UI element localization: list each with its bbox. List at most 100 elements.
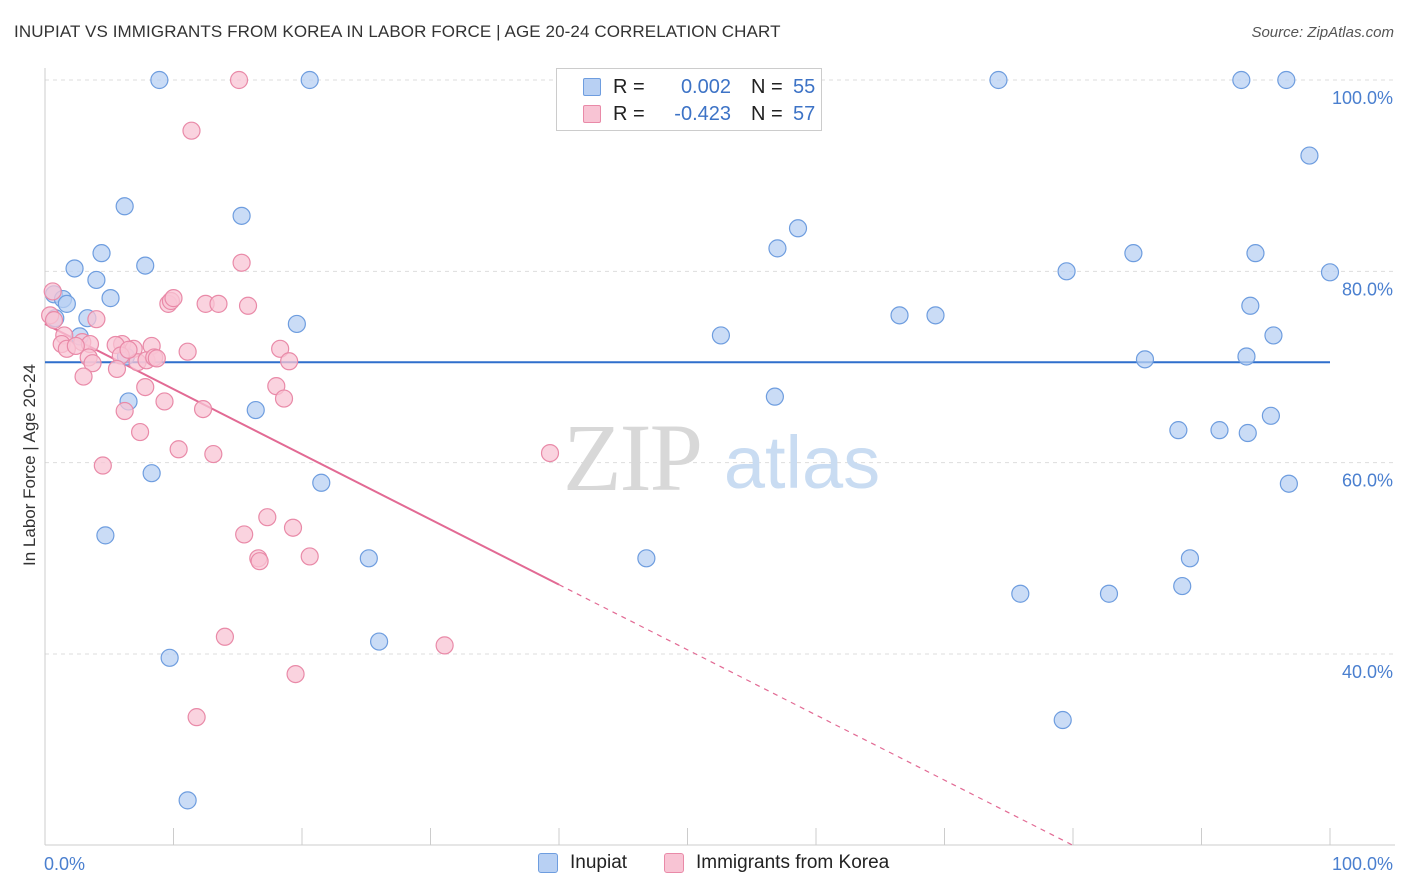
point-korea — [540, 444, 560, 463]
point-inupiat — [57, 294, 76, 313]
point-korea — [169, 440, 188, 459]
point-korea — [274, 389, 294, 408]
point-korea — [66, 336, 85, 356]
point-korea — [187, 708, 206, 727]
point-inupiat — [1124, 244, 1143, 263]
point-korea — [182, 121, 201, 140]
point-inupiat — [1053, 710, 1072, 730]
point-korea — [238, 296, 258, 315]
watermark-zip: ZIP — [563, 404, 701, 511]
legend-n-value: 57 — [793, 102, 816, 125]
point-inupiat — [1135, 350, 1155, 369]
point-inupiat — [142, 464, 161, 483]
point-korea — [164, 289, 183, 308]
point-inupiat — [926, 306, 945, 325]
point-inupiat — [287, 314, 306, 334]
point-inupiat — [232, 206, 251, 225]
point-korea — [286, 664, 305, 684]
point-inupiat — [989, 70, 1008, 90]
legend: R = 0.002 N = 55 R = -0.423 N = 57 — [556, 68, 822, 131]
point-inupiat — [1237, 347, 1256, 366]
point-korea — [87, 310, 106, 329]
point-inupiat — [65, 259, 84, 278]
point-inupiat — [1246, 244, 1265, 263]
point-inupiat — [1241, 296, 1260, 315]
point-inupiat — [150, 70, 169, 90]
point-inupiat — [788, 219, 808, 238]
point-inupiat — [1099, 584, 1119, 603]
y-tick-label: 40.0% — [1342, 662, 1393, 682]
tick-labels: 40.0% 60.0% 80.0% 100.0% 0.0% 100.0% — [44, 88, 1393, 874]
bottom-legend-label: Inupiat — [570, 852, 628, 873]
x-tick-label: 100.0% — [1332, 854, 1393, 874]
y-tick-label: 80.0% — [1342, 279, 1393, 299]
point-korea — [119, 340, 138, 359]
point-korea — [178, 342, 197, 361]
point-korea — [83, 354, 102, 373]
bottom-legend-swatch-blue — [538, 853, 558, 873]
point-korea — [93, 456, 112, 475]
watermark-atlas: atlas — [724, 421, 880, 504]
point-korea — [74, 367, 93, 386]
point-inupiat — [1173, 576, 1192, 596]
point-korea — [43, 282, 62, 301]
y-axis-label: In Labor Force | Age 20-24 — [20, 364, 39, 566]
legend-r-label: R = — [613, 75, 645, 98]
point-korea — [250, 552, 269, 571]
point-inupiat — [637, 549, 656, 568]
legend-r-value: 0.002 — [680, 75, 731, 98]
data-points — [41, 70, 1340, 810]
bottom-legend-swatch-pink — [664, 853, 684, 873]
point-inupiat — [1277, 70, 1296, 90]
chart-title: INUPIAT VS IMMIGRANTS FROM KOREA IN LABO… — [14, 22, 781, 41]
point-inupiat — [1011, 584, 1030, 603]
axes — [44, 68, 1395, 846]
trendline-dashed-korea — [558, 584, 1074, 846]
point-korea — [204, 444, 223, 464]
legend-swatch-pink — [583, 105, 601, 123]
legend-n-value: 55 — [793, 75, 816, 98]
bottom-legend-label: Immigrants from Korea — [696, 852, 890, 873]
point-inupiat — [1232, 70, 1251, 90]
point-inupiat — [1300, 146, 1319, 165]
point-korea — [147, 349, 166, 368]
point-inupiat — [359, 549, 378, 568]
legend-r-label: R = — [613, 102, 645, 125]
point-korea — [209, 294, 228, 313]
legend-r-value: -0.423 — [674, 102, 731, 125]
point-korea — [232, 253, 251, 272]
point-inupiat — [890, 306, 909, 325]
point-inupiat — [768, 239, 787, 258]
point-inupiat — [1261, 406, 1280, 425]
point-inupiat — [136, 256, 155, 275]
point-korea — [258, 508, 277, 527]
point-korea — [283, 518, 303, 537]
point-inupiat — [246, 400, 265, 420]
point-inupiat — [765, 387, 784, 406]
point-korea — [271, 339, 290, 358]
point-inupiat — [300, 70, 319, 90]
point-inupiat — [1169, 421, 1188, 440]
y-tick-label: 100.0% — [1332, 88, 1393, 108]
point-inupiat — [1210, 421, 1229, 440]
point-korea — [136, 377, 155, 397]
trendlines — [44, 323, 1330, 846]
point-korea — [235, 525, 254, 544]
point-inupiat — [1057, 262, 1076, 281]
legend-row-korea: R = -0.423 N = 57 — [583, 103, 815, 125]
point-inupiat — [160, 648, 179, 667]
point-inupiat — [711, 326, 731, 345]
source-label: Source: ZipAtlas.com — [1251, 24, 1394, 41]
point-inupiat — [1180, 549, 1200, 568]
legend-n-label: N = — [751, 102, 783, 125]
point-inupiat — [92, 244, 111, 263]
legend-n-label: N = — [751, 75, 783, 98]
point-inupiat — [312, 473, 331, 492]
point-inupiat — [115, 197, 134, 216]
point-korea — [435, 636, 454, 655]
point-korea — [280, 352, 299, 371]
x-tick-label: 0.0% — [44, 854, 85, 874]
point-korea — [193, 399, 213, 419]
bottom-legend-korea: Immigrants from Korea — [664, 852, 889, 874]
legend-row-inupiat: R = 0.002 N = 55 — [583, 76, 815, 98]
